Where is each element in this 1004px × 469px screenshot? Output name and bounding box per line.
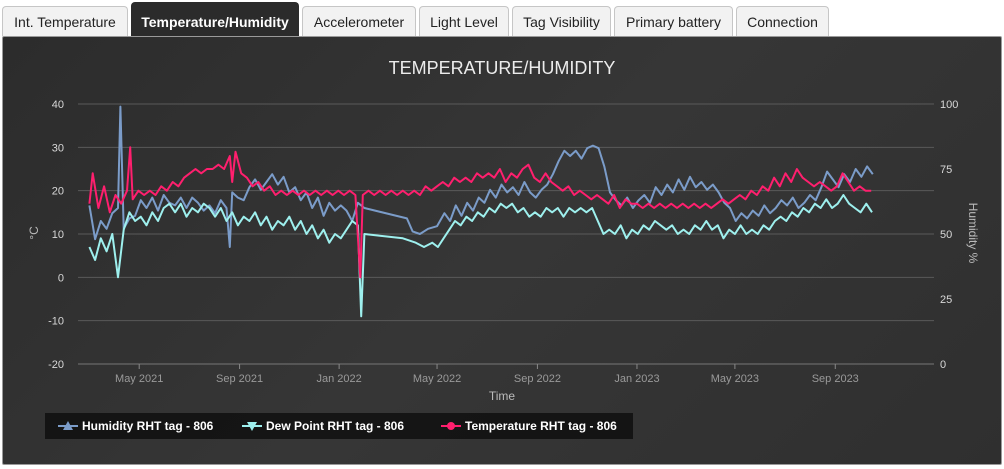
tab-temperature-humidity[interactable]: Temperature/Humidity — [131, 2, 299, 37]
y-tick-label: 30 — [52, 142, 64, 154]
chart-title: TEMPERATURE/HUMIDITY — [389, 58, 616, 78]
tab-int-temperature[interactable]: Int. Temperature — [2, 6, 128, 36]
series-line-1 — [88, 194, 873, 318]
x-tick-label: Sep 2022 — [514, 373, 561, 385]
legend: Humidity RHT tag - 806 Dew Point RHT tag … — [45, 413, 633, 439]
y-tick-label: -20 — [48, 359, 64, 371]
y-tick-label: -10 — [48, 316, 64, 328]
y-tick-label: 0 — [58, 272, 64, 284]
tab-primary-battery[interactable]: Primary battery — [614, 6, 733, 36]
x-tick-label: Sep 2023 — [812, 373, 859, 385]
chart-panel: TEMPERATURE/HUMIDITY -20 -10 0 10 20 30 40 0 25 5… — [2, 36, 1002, 465]
legend-marker-circle — [447, 422, 455, 430]
tab-connection[interactable]: Connection — [736, 6, 829, 36]
tab-light-level[interactable]: Light Level — [419, 6, 509, 36]
y-tick-label: 20 — [52, 186, 64, 198]
series-line-2 — [88, 146, 872, 279]
y2-tick-label: 50 — [940, 229, 952, 241]
y2-tick-label: 75 — [940, 164, 952, 176]
y-tick-label: 40 — [52, 99, 64, 111]
temperature-humidity-chart: TEMPERATURE/HUMIDITY -20 -10 0 10 20 30 40 0 25 5… — [27, 58, 980, 439]
tab-accelerometer[interactable]: Accelerometer — [302, 6, 416, 36]
x-tick-label: May 2021 — [115, 373, 163, 385]
y2-tick-label: 25 — [940, 294, 952, 306]
legend-background — [45, 413, 633, 439]
tab-bar: Int. Temperature Temperature/Humidity Ac… — [0, 0, 1004, 37]
y2-tick-label: 100 — [940, 99, 958, 111]
x-tick-label: Jan 2022 — [316, 373, 361, 385]
y2-axis-label: Humidity % — [966, 203, 980, 264]
legend-label: Humidity RHT tag - 806 — [82, 419, 214, 433]
x-tick-label: Jan 2023 — [614, 373, 659, 385]
legend-marker-triangle-up — [63, 421, 73, 430]
x-tick-label: May 2023 — [711, 373, 759, 385]
legend-label: Dew Point RHT tag - 806 — [266, 419, 404, 433]
y2-tick-label: 0 — [940, 359, 946, 371]
series-lines — [88, 105, 874, 318]
x-axis-label: Time — [489, 389, 516, 403]
x-tick-label: Sep 2021 — [216, 373, 263, 385]
y-axis-label: °C — [27, 226, 41, 240]
tab-tag-visibility[interactable]: Tag Visibility — [512, 6, 611, 36]
y-tick-label: 10 — [52, 229, 64, 241]
legend-label: Temperature RHT tag - 806 — [465, 419, 617, 433]
x-tick-label: May 2022 — [413, 373, 461, 385]
gridlines — [78, 103, 934, 365]
legend-marker-triangle-down — [247, 422, 257, 431]
axes: -20 -10 0 10 20 30 40 0 25 50 75 100 May 2021 Sep 202… — [48, 99, 958, 385]
